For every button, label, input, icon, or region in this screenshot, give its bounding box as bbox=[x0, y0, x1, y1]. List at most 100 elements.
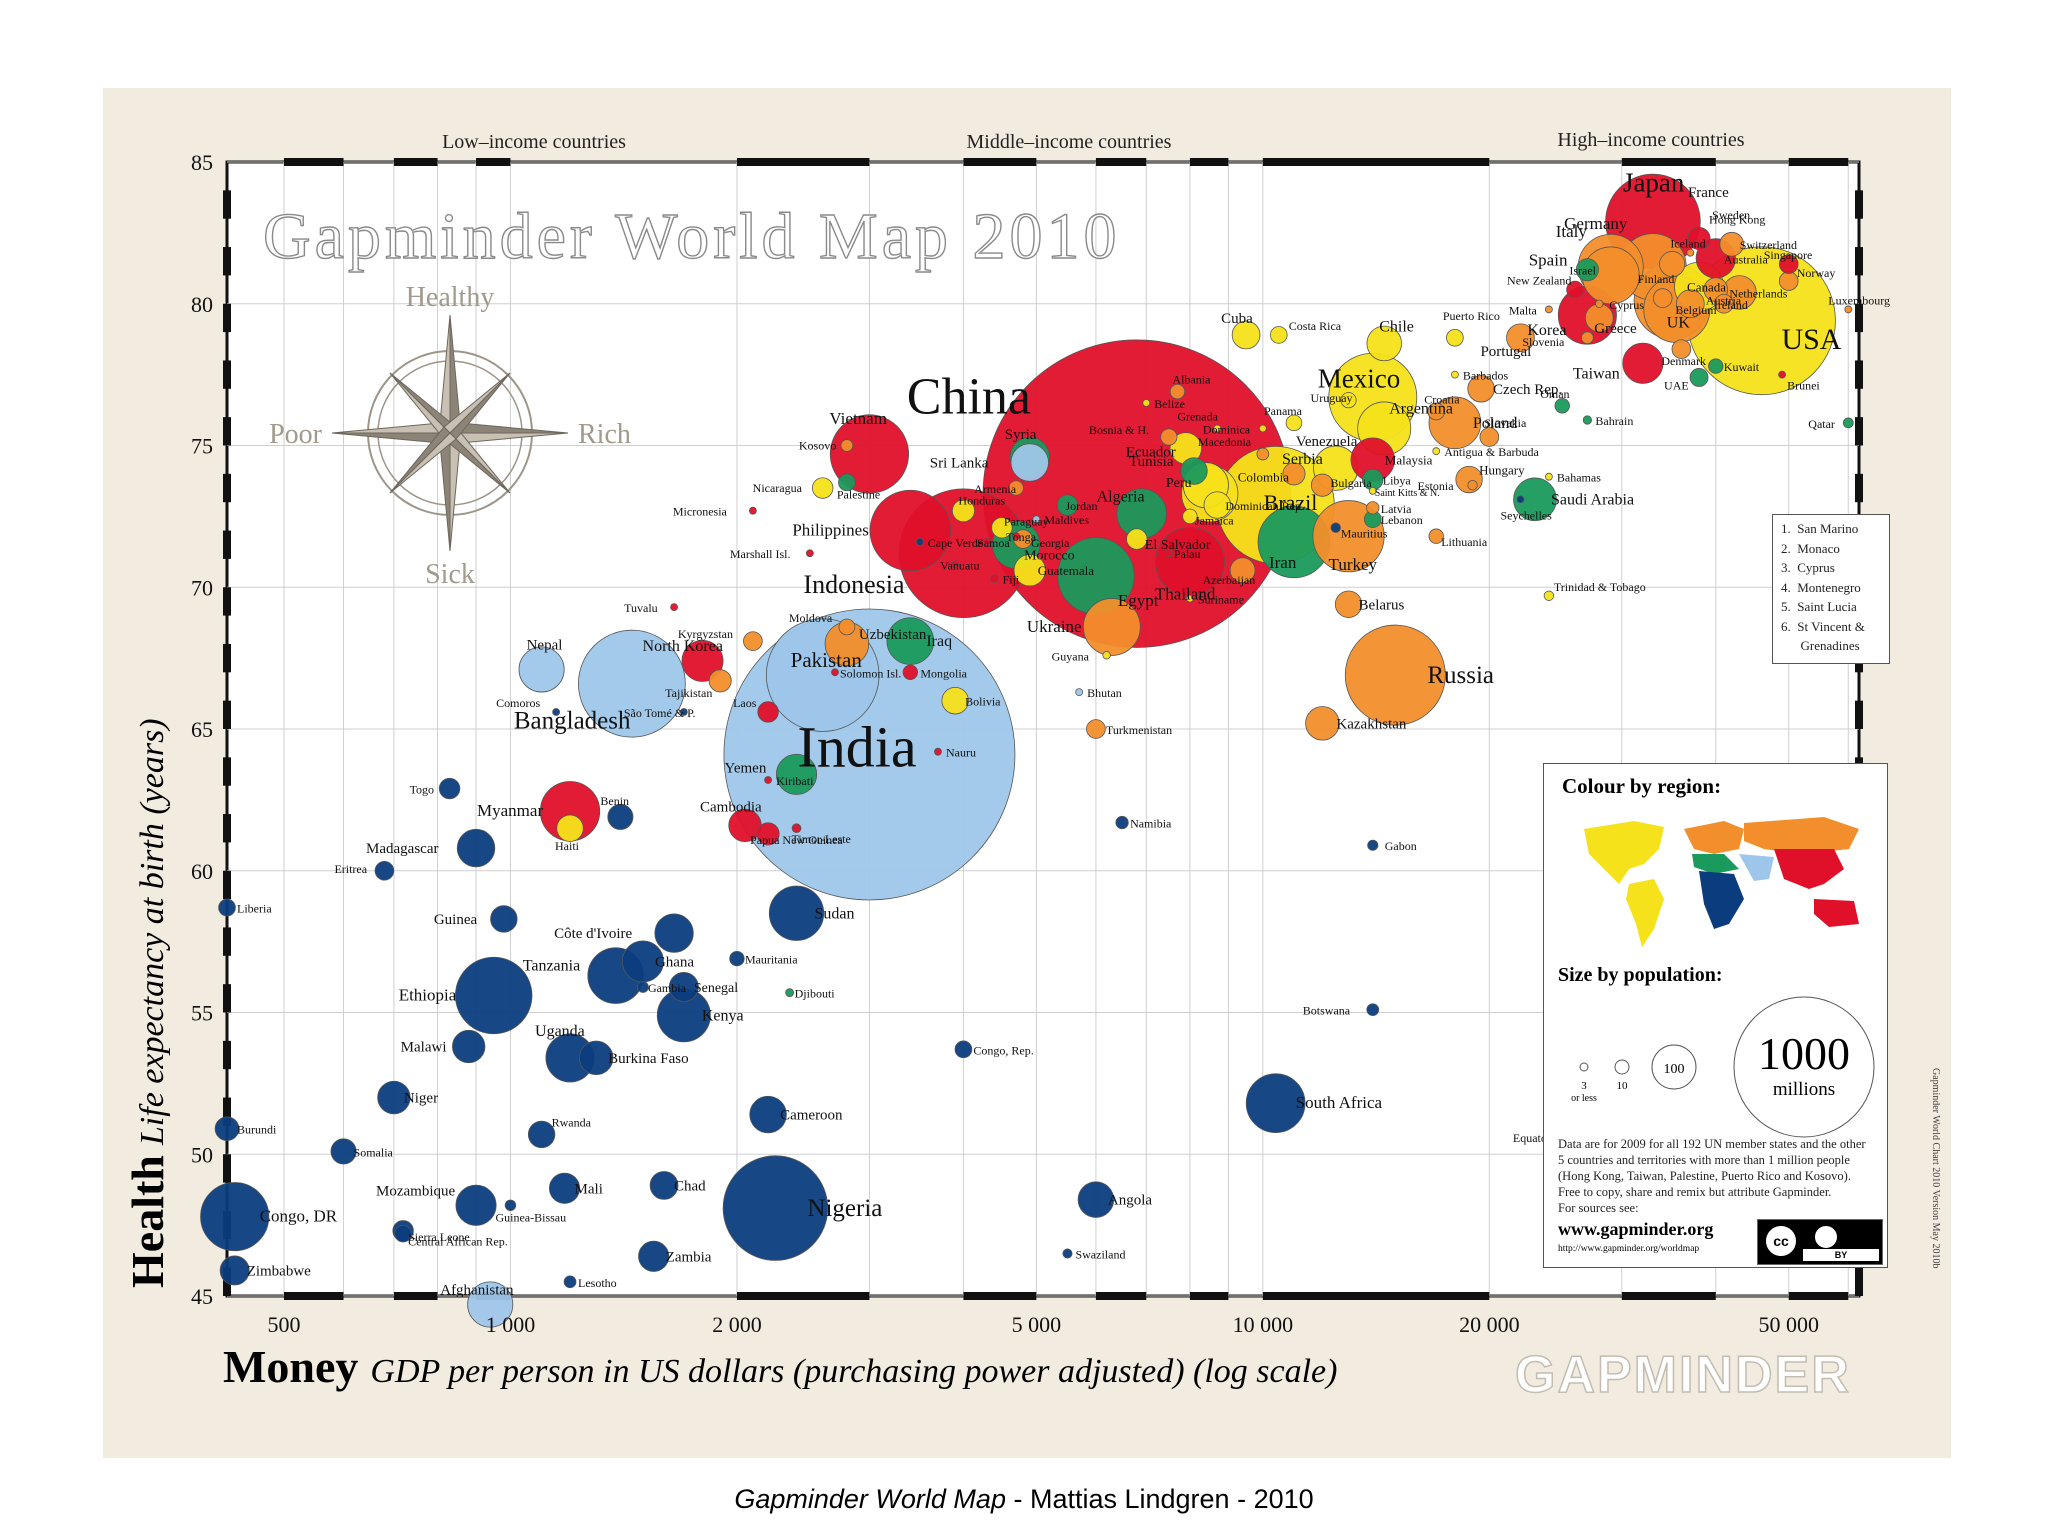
bubble-somalia bbox=[330, 1138, 357, 1165]
bubble-comoros bbox=[552, 708, 561, 716]
border-band-top bbox=[1621, 158, 1716, 166]
bubble-label-seychelles: Seychelles bbox=[1500, 508, 1552, 522]
bubble-labels: China India USA Indonesia Brazil Pakistan Bang… bbox=[237, 168, 1890, 1299]
border-band-left bbox=[223, 360, 231, 389]
border-band-left bbox=[223, 927, 231, 956]
bubble-label-yemen: Yemen bbox=[725, 760, 767, 776]
bubble-label-south-africa: South Africa bbox=[1296, 1093, 1383, 1112]
y-tick-label: 70 bbox=[191, 575, 213, 600]
bubble-costa-rica bbox=[1269, 326, 1288, 344]
small-state-item: 6. St Vincent & bbox=[1781, 618, 1865, 634]
bubble-label-canada: Canada bbox=[1687, 280, 1726, 295]
bubble-ethiopia bbox=[455, 956, 533, 1035]
compass-north-label: Healthy bbox=[406, 282, 495, 313]
bubble-label-angola: Angola bbox=[1108, 1193, 1153, 1209]
bubble-label-comoros: Comoros bbox=[496, 696, 540, 710]
bubble-label-tuvalu: Tuvalu bbox=[624, 601, 658, 615]
bubble-swaziland bbox=[1062, 1248, 1073, 1259]
bubble-label-puerto-rico: Puerto Rico bbox=[1443, 309, 1500, 323]
bubble-label-senegal: Senegal bbox=[694, 981, 738, 996]
y-axis-title: HealthLife expectancy at birth (years) bbox=[122, 718, 173, 1288]
bubble-palestine bbox=[838, 473, 856, 492]
bubble-label-korea: Korea bbox=[1527, 322, 1566, 339]
bubble-label-ghana: Ghana bbox=[655, 954, 694, 970]
bubble-label-croatia: Croatia bbox=[1424, 392, 1460, 406]
bubble-jordan bbox=[1056, 494, 1079, 516]
bubble-label-el-salvador: El Salvador bbox=[1145, 538, 1211, 553]
bubble-macedonia bbox=[1256, 447, 1270, 461]
border-band-left bbox=[223, 870, 231, 900]
bubble-label-cameroon: Cameroon bbox=[780, 1108, 843, 1124]
border-band-left bbox=[223, 530, 231, 559]
bubble-label-maldives: Maldives bbox=[1044, 513, 1089, 527]
bubble-label-malaysia: Malaysia bbox=[1385, 453, 1433, 468]
bubble-label-madagascar: Madagascar bbox=[366, 841, 438, 857]
bubble-malta bbox=[1544, 305, 1553, 314]
bubble-label-ecuador: Ecuador bbox=[1126, 444, 1176, 460]
bubble-label-lesotho: Lesotho bbox=[578, 1276, 617, 1290]
bubble-mozambique bbox=[455, 1184, 497, 1226]
bubble-sweden bbox=[1659, 251, 1686, 278]
bubble-botswana bbox=[1366, 1003, 1380, 1017]
bubble-cameroon bbox=[749, 1095, 787, 1134]
border-band-bottom bbox=[1262, 1292, 1490, 1300]
bubble-guinea-bissau bbox=[504, 1199, 517, 1211]
border-band-right bbox=[1855, 473, 1863, 503]
bubble-label-guyana: Guyana bbox=[1052, 649, 1090, 663]
bubble-label-mongolia: Mongolia bbox=[920, 666, 967, 680]
border-band-left bbox=[223, 473, 231, 503]
bubble-label-belarus: Belarus bbox=[1359, 597, 1405, 613]
bubble-uruguay bbox=[1340, 392, 1357, 409]
border-band-right bbox=[1855, 1267, 1863, 1296]
size-by-population-title: Size by population: bbox=[1558, 964, 1723, 986]
bubble-label-austria: Austria bbox=[1706, 294, 1742, 308]
bubble-label-indonesia: Indonesia bbox=[803, 570, 905, 599]
bubble-label-macedonia: Macedonia bbox=[1198, 435, 1252, 449]
bubble-russia bbox=[1344, 624, 1446, 726]
bubble-s-o-tom-p bbox=[679, 708, 688, 716]
y-tick-label: 65 bbox=[191, 717, 213, 742]
size-legend-millions-label: millions bbox=[1773, 1079, 1835, 1100]
small-state-item: 1. San Marino bbox=[1781, 521, 1859, 536]
size-legend-100 bbox=[1651, 1044, 1697, 1090]
bubble-vanuatu bbox=[951, 560, 960, 569]
border-band-left bbox=[223, 984, 231, 1013]
bubble-label-japan: Japan bbox=[1623, 168, 1685, 198]
bubble-zimbabwe bbox=[219, 1255, 250, 1286]
y-tick-label: 50 bbox=[191, 1142, 213, 1167]
border-band-bottom bbox=[1095, 1292, 1147, 1300]
bubble-label-slovakia: Slovakia bbox=[1484, 416, 1527, 430]
bubble-label-spain: Spain bbox=[1529, 250, 1568, 269]
border-band-left bbox=[223, 303, 231, 333]
bubble-label-france: France bbox=[1688, 185, 1729, 201]
size-legend-3 bbox=[1579, 1062, 1589, 1072]
bubble-mongolia bbox=[902, 664, 919, 680]
bubble-label-nicaragua: Nicaragua bbox=[753, 481, 803, 495]
bubble-label-tonga: Tonga bbox=[1006, 530, 1036, 544]
size-legend-1000-label: 1000 bbox=[1758, 1028, 1850, 1079]
y-tick-label: 75 bbox=[191, 434, 213, 459]
bubble-label-ireland: Ireland bbox=[1714, 298, 1748, 312]
bubble-cape-verde bbox=[915, 537, 924, 546]
bubble-finland bbox=[1652, 288, 1673, 308]
bubble-moldova bbox=[838, 618, 856, 636]
bubble-liberia bbox=[218, 898, 236, 917]
bubble-label-nepal: Nepal bbox=[527, 637, 563, 653]
bubble-congo-dr bbox=[200, 1182, 270, 1252]
bubble-belgium bbox=[1675, 289, 1705, 319]
bubble-label-malawi: Malawi bbox=[401, 1040, 447, 1056]
bubble-label-china: China bbox=[907, 369, 1031, 426]
bubble-label-grenada: Grenada bbox=[1177, 409, 1218, 423]
bubble-label-norway: Norway bbox=[1797, 266, 1836, 280]
bubble-micronesia bbox=[748, 506, 757, 515]
small-states-legend: 1. San Marino 2. Monaco 3. Cyprus 4. Monten… bbox=[1772, 514, 1890, 664]
small-state-item: 2. Monaco bbox=[1781, 540, 1840, 556]
bubble-singapore bbox=[1778, 254, 1799, 274]
bubble-yemen bbox=[775, 753, 818, 795]
bubble-sri-lanka bbox=[1010, 443, 1049, 482]
bubble-iraq bbox=[886, 617, 935, 665]
bubble-angola bbox=[1077, 1181, 1115, 1218]
bubble-chad bbox=[649, 1171, 679, 1200]
bubble-label-kenya: Kenya bbox=[702, 1007, 744, 1024]
bubble-label-liberia: Liberia bbox=[237, 902, 272, 916]
